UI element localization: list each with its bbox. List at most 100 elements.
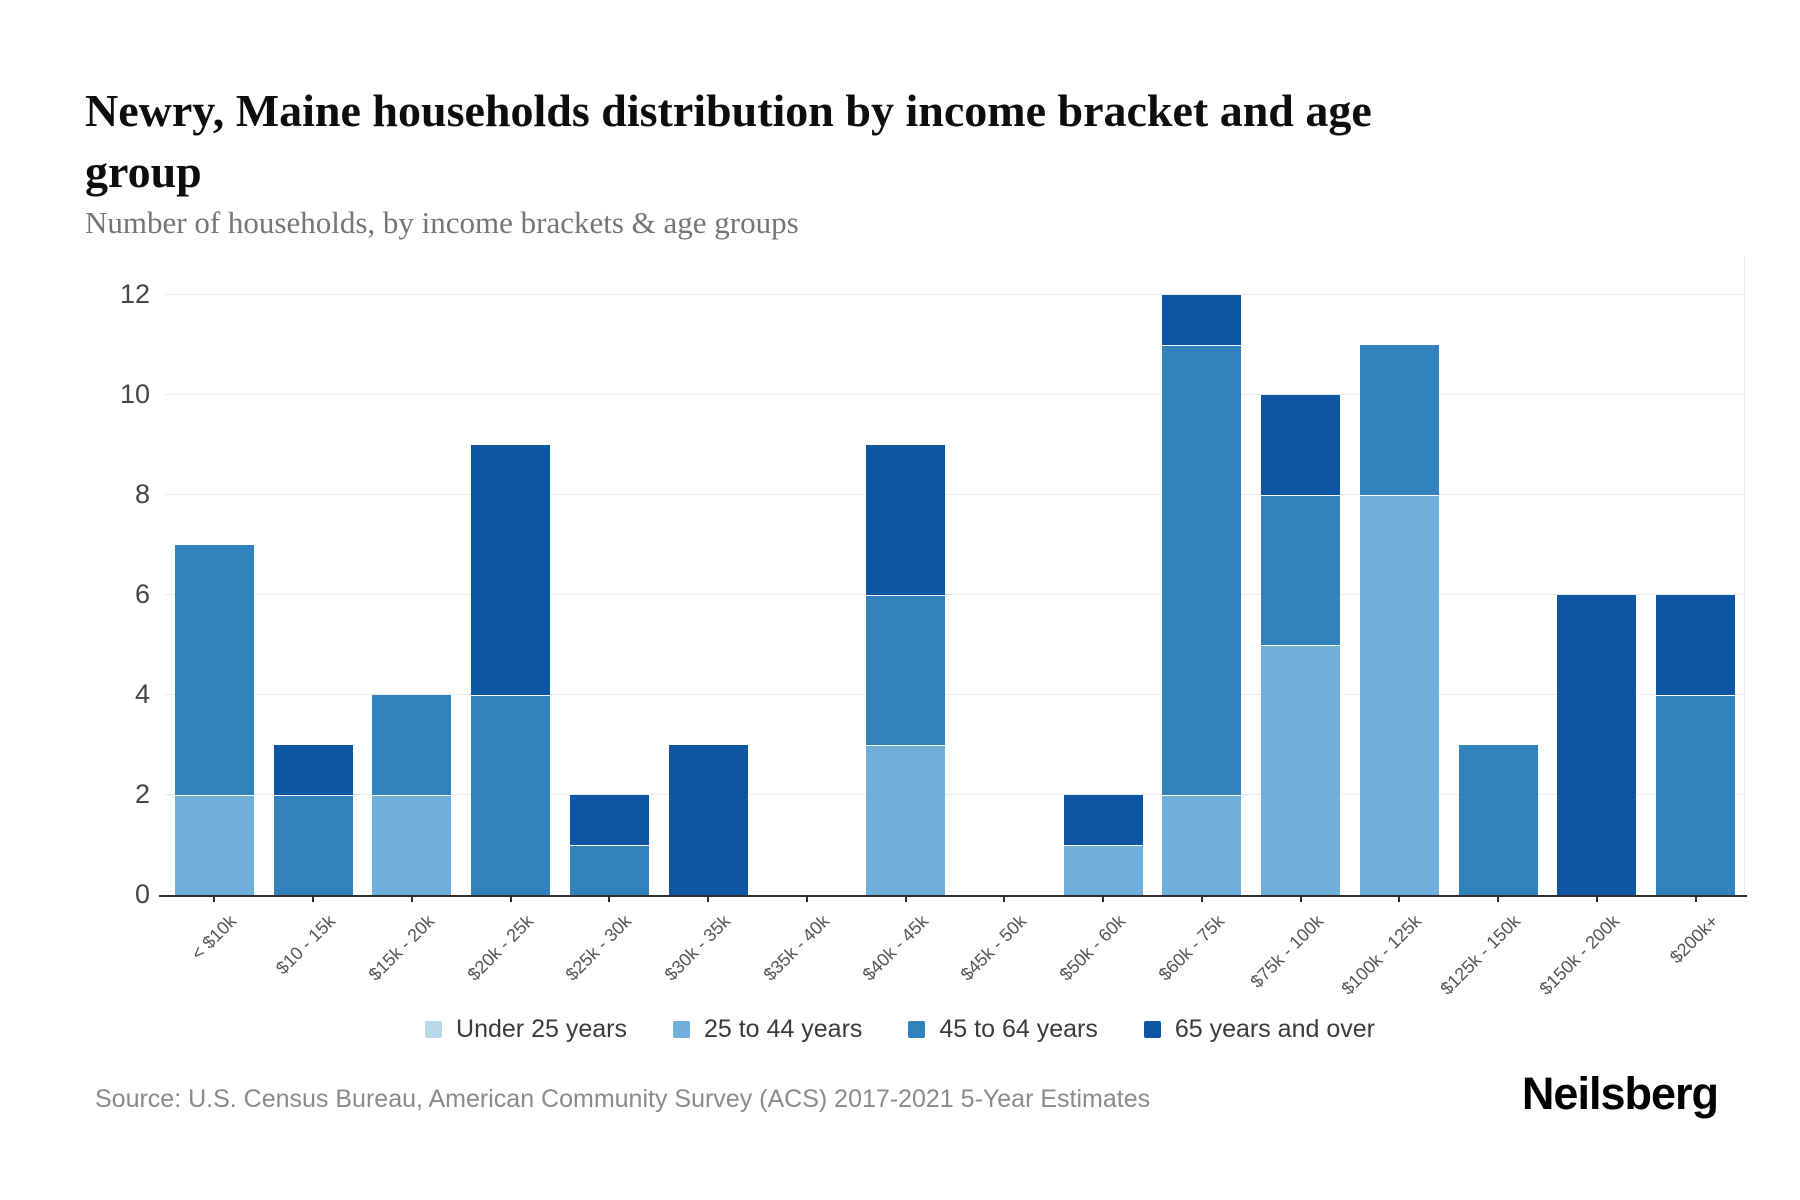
y-axis-tick-label: 12: [119, 279, 150, 309]
chart-plot-area: 0 2 4 6 8 10 12 < $10k $10 - 15k $15k - 20k $20k …: [120, 255, 1747, 999]
bar-segment: [668, 745, 748, 895]
bar-1: [174, 545, 254, 895]
bar-segment: [273, 745, 353, 795]
bar-segment: [1359, 495, 1439, 895]
legend-item: 25 to 44 years: [672, 1015, 863, 1044]
x-axis-tick: [1299, 895, 1302, 902]
legend-label: 65 years and over: [1174, 1015, 1375, 1043]
bar-3: [372, 695, 452, 895]
x-axis-tick-label: $30k - 35k: [660, 911, 735, 985]
x-axis-tick-label: $100k - 125k: [1337, 911, 1426, 999]
bar-5: [569, 795, 649, 895]
bar-segment: [174, 545, 254, 795]
x-axis-line: [159, 895, 1747, 897]
x-axis-tick: [1398, 895, 1401, 902]
x-axis-tick: [904, 895, 907, 902]
bar-segment: [471, 445, 551, 695]
x-axis-tick-label: $150k - 200k: [1535, 911, 1624, 999]
legend-item: 45 to 64 years: [908, 1015, 1098, 1044]
bar-segment: [372, 695, 452, 795]
bar-segment: [372, 795, 452, 895]
x-axis-tick: [410, 895, 413, 902]
bar-2: [273, 745, 353, 895]
bar-segment: [569, 795, 649, 845]
legend-swatch: [672, 1021, 690, 1038]
chart-right-spine: [1744, 255, 1745, 895]
x-axis-tick-label: $45k - 50k: [956, 911, 1031, 985]
x-axis-tick: [1694, 895, 1697, 902]
x-axis-tick-label: $10 - 15k: [272, 911, 340, 979]
bar-segment: [1261, 395, 1341, 495]
x-axis-tick-label: $60k - 75k: [1154, 911, 1229, 985]
y-axis-tick-label: 8: [134, 479, 150, 509]
legend-label: 45 to 64 years: [939, 1015, 1098, 1043]
y-gridline: [165, 494, 1745, 495]
bar-8: [866, 445, 946, 895]
bar-segment: [866, 445, 946, 595]
bar-segment: [1359, 345, 1439, 495]
x-axis-tick-label: $125k - 150k: [1436, 911, 1525, 999]
bar-segment: [174, 795, 254, 895]
x-axis-tick-label: $75k - 100k: [1246, 911, 1327, 992]
bar-segment: [1162, 345, 1242, 795]
neilsberg-logo: Neilsberg: [1521, 1068, 1719, 1119]
bar-segment: [273, 795, 353, 895]
legend-swatch: [1143, 1021, 1161, 1038]
y-gridline: [165, 594, 1745, 595]
x-axis-tick-label: $20k - 25k: [463, 911, 537, 985]
bar-12: [1261, 395, 1341, 895]
bar-segment: [866, 595, 946, 745]
bar-15: [1557, 595, 1637, 895]
x-axis-tick-label: $25k - 30k: [561, 911, 636, 985]
x-axis-tick-label: $50k - 60k: [1055, 911, 1130, 985]
bar-14: [1458, 745, 1538, 895]
bar-4: [471, 445, 551, 895]
page-title: Newry, Maine households distribution by …: [85, 84, 1372, 197]
legend-item: Under 25 years: [425, 1015, 627, 1044]
x-axis-tick: [213, 895, 216, 902]
x-axis-tick: [312, 895, 315, 902]
y-axis-tick-label: 2: [134, 779, 150, 809]
y-axis-tick-label: 6: [134, 579, 150, 609]
bar-segment: [471, 695, 551, 895]
legend-label: 25 to 44 years: [703, 1015, 863, 1043]
y-axis-tick-label: 10: [119, 379, 150, 409]
bar-segment: [569, 845, 649, 895]
bar-segment: [1261, 495, 1341, 645]
chart-legend: Under 25 years 25 to 44 years 45 to 64 yea…: [0, 1015, 1800, 1044]
x-axis-tick-label: $200k+: [1665, 911, 1722, 968]
bar-segment: [1656, 695, 1736, 895]
y-gridline: [165, 394, 1745, 395]
bar-segment: [1063, 845, 1143, 895]
bar-segment: [1458, 745, 1538, 895]
bar-segment: [866, 745, 946, 895]
bar-segment: [1162, 295, 1242, 345]
x-axis-tick-label: < $10k: [187, 911, 241, 964]
bar-segment: [1656, 595, 1736, 695]
x-axis-tick: [707, 895, 710, 902]
y-gridline: [165, 694, 1745, 695]
bar-13: [1359, 345, 1439, 895]
bar-segment: [1162, 795, 1242, 895]
x-axis-tick: [1200, 895, 1203, 902]
bar-10: [1063, 795, 1143, 895]
x-axis-tick-label: $35k - 40k: [759, 911, 834, 985]
legend-swatch: [425, 1021, 443, 1038]
legend-item: 65 years and over: [1143, 1015, 1375, 1044]
bar-11: [1162, 295, 1242, 895]
y-axis-tick-label: 0: [134, 879, 150, 909]
x-axis-tick: [1595, 895, 1598, 902]
bar-segment: [1557, 595, 1637, 895]
x-axis-tick: [805, 895, 808, 902]
x-axis-tick: [1102, 895, 1105, 902]
page-subtitle: Number of households, by income brackets…: [85, 205, 799, 240]
x-axis-tick-label: $15k - 20k: [364, 911, 439, 985]
bar-16: [1656, 595, 1736, 895]
legend-label: Under 25 years: [456, 1015, 627, 1043]
x-axis-tick: [1003, 895, 1006, 902]
x-axis-tick-label: $40k - 45k: [858, 911, 932, 985]
y-axis-tick-label: 4: [134, 679, 150, 709]
bar-segment: [1261, 645, 1341, 895]
x-axis-tick: [1497, 895, 1500, 902]
x-axis-tick: [608, 895, 611, 902]
